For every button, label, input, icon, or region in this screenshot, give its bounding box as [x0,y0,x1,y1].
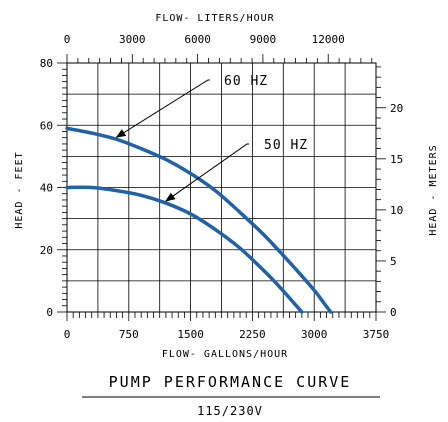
chart-subtitle: 115/230V [197,404,263,418]
top-tick-label: 0 [64,33,71,46]
left-tick-label: 80 [40,57,53,70]
left-axis-title: HEAD - FEET [14,151,25,228]
top-tick-label: 3000 [119,33,146,46]
right-tick-label: 20 [390,102,403,115]
bottom-axis-title: FLOW- GALLONS/HOUR [162,349,288,360]
right-tick-label: 10 [390,204,403,217]
bottom-tick-label: 750 [119,328,139,341]
top-tick-label: 6000 [184,33,211,46]
chart-title: PUMP PERFORMANCE CURVE [109,373,352,391]
top-axis-title: FLOW- LITERS/HOUR [155,13,274,24]
leader-arrow-60-hz [115,79,210,138]
annotations: 60 HZ 50 HZ [115,74,308,202]
bottom-tick-label: 2250 [239,328,266,341]
right-axis-title: HEAD - METERS [428,144,439,235]
curve-50-hz [65,185,304,314]
left-tick-label: 20 [40,244,53,257]
left-tick-label: 60 [40,119,53,132]
top-tick-label: 12000 [312,33,345,46]
bottom-tick-label: 3750 [363,328,390,341]
annotation-50-hz: 50 HZ [264,138,308,153]
top-tick-label: 9000 [250,33,277,46]
curves [65,126,333,314]
right-tick-label: 5 [390,255,397,268]
annotation-60-hz: 60 HZ [224,74,268,89]
grid [66,62,377,313]
bottom-tick-label: 0 [64,328,71,341]
left-tick-label: 40 [40,182,53,195]
left-tick-label: 0 [46,306,53,319]
bottom-tick-label: 3000 [301,328,328,341]
right-tick-label: 15 [390,153,403,166]
bottom-tick-label: 1500 [177,328,204,341]
curve-60-hz [65,126,333,314]
right-tick-label: 0 [390,306,397,319]
leader-arrow-50-hz [165,143,249,202]
